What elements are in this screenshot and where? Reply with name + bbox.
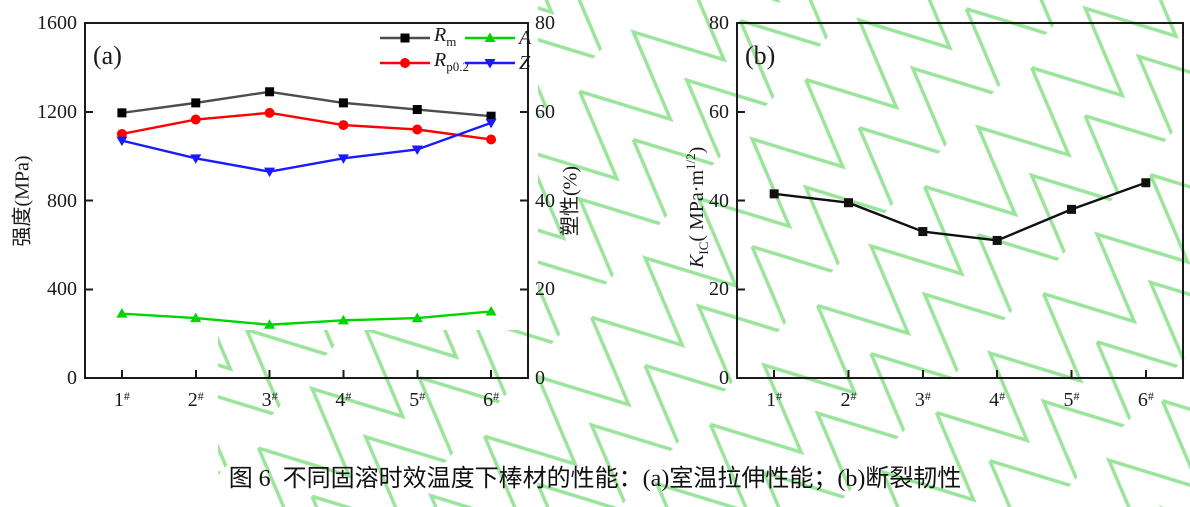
x-axis-tick-label: 5#: [1063, 389, 1080, 411]
data-point-marker: [116, 308, 128, 318]
data-point-marker: [264, 107, 275, 118]
data-point-marker: [264, 167, 276, 178]
x-axis-tick-label: 1#: [766, 389, 783, 411]
legend-entry-A: A: [465, 27, 531, 49]
y-axis-tick-label-left: 0: [67, 367, 77, 389]
y-axis-tick-label-right: 40: [535, 189, 555, 212]
legend-marker-triangle-up-icon: [465, 32, 515, 42]
data-point-marker: [411, 312, 423, 323]
data-point-marker: [400, 58, 410, 68]
axis-frame: [736, 22, 1184, 379]
y-axis-tick-label-right: 20: [535, 278, 555, 301]
y-axis-tick-label-right: 0: [535, 367, 545, 389]
legend-label: A: [519, 27, 532, 49]
legend-marker-square-icon: [380, 33, 430, 43]
legend-entry-Rp0.2: Rp0.2: [380, 49, 469, 74]
data-point-marker: [412, 105, 422, 115]
data-point-marker: [992, 235, 1002, 245]
data-point-marker: [190, 312, 202, 323]
panel-label: (b): [745, 41, 776, 70]
x-axis-tick-label: 4#: [989, 389, 1006, 411]
x-axis-tick-label: 1#: [113, 389, 130, 411]
data-point-marker: [264, 319, 276, 329]
y-axis-tick-label-left: 1200: [37, 100, 77, 123]
data-point-marker: [486, 134, 497, 145]
legend-marker-triangle-down-icon: [465, 59, 515, 69]
data-point-marker: [337, 154, 349, 164]
x-axis-tick-label: 3#: [261, 389, 278, 411]
panel-label: (a): [93, 41, 122, 70]
series-line-Z: [121, 121, 492, 173]
x-axis-tick-label: 3#: [914, 389, 931, 411]
series-line-Rm: [121, 90, 492, 118]
x-axis-tick-label: 6#: [1137, 389, 1154, 411]
x-axis-tick-label: 2#: [840, 389, 857, 411]
x-axis-tick-label: 2#: [187, 389, 204, 411]
y-axis-tick-label-right: 80: [535, 12, 555, 34]
data-point-marker: [338, 120, 349, 131]
y-axis-title-left: KIC( MPa·m1/2): [682, 146, 711, 268]
y-axis-tick-label-right: 60: [535, 100, 555, 123]
y-axis-tick-label-left: 400: [47, 278, 77, 301]
data-point-marker: [265, 87, 275, 97]
data-point-marker: [400, 33, 410, 43]
legend-entry-Rm: Rm: [380, 24, 456, 49]
series-line-Rp0.2: [121, 111, 492, 141]
x-axis-tick-label: 6#: [483, 389, 500, 411]
y-axis-tick-label-left: 60: [709, 100, 729, 123]
series-line-A: [121, 310, 492, 326]
data-point-marker: [485, 305, 497, 316]
data-point-marker: [486, 111, 496, 121]
data-point-marker: [844, 198, 853, 208]
plot-area: [84, 22, 529, 379]
data-point-marker: [1067, 204, 1076, 214]
legend-label: Rm: [434, 23, 457, 49]
legend-marker-circle-icon: [380, 58, 430, 68]
data-point-marker: [485, 118, 497, 129]
legend-label: Z: [519, 52, 531, 74]
data-point-marker: [190, 114, 201, 125]
y-axis-tick-label-left: 1600: [37, 12, 77, 34]
series-line-KIC: [774, 181, 1147, 242]
y-axis-tick-label-left: 40: [709, 189, 729, 212]
data-point-marker: [484, 59, 496, 69]
data-point-marker: [116, 128, 127, 139]
y-axis-tick-label-left: 80: [709, 12, 729, 34]
legend-label: Rp0.2: [434, 48, 469, 74]
data-point-marker: [411, 145, 423, 155]
data-point-marker: [1141, 178, 1151, 188]
data-point-marker: [412, 124, 423, 135]
y-axis-tick-label-left: 0: [719, 367, 729, 389]
plot-area: [736, 22, 1184, 379]
x-axis-tick-label: 5#: [409, 389, 426, 411]
data-point-marker: [769, 189, 779, 199]
data-point-marker: [117, 108, 127, 118]
legend-entry-Z: Z: [465, 52, 530, 74]
data-point-marker: [338, 98, 348, 108]
data-point-marker: [484, 32, 496, 42]
figure-caption: 图 6 不同固溶时效温度下棒材的性能：(a)室温拉伸性能；(b)断裂韧性: [228, 466, 962, 492]
data-point-marker: [190, 154, 202, 164]
data-point-marker: [918, 227, 928, 237]
x-axis-tick-label: 4#: [335, 389, 352, 411]
data-point-marker: [191, 98, 201, 108]
y-axis-tick-label-left: 20: [709, 278, 729, 301]
axis-frame: [84, 22, 529, 379]
data-point-marker: [337, 314, 349, 325]
y-axis-tick-label-left: 800: [47, 189, 77, 212]
data-point-marker: [116, 136, 128, 147]
